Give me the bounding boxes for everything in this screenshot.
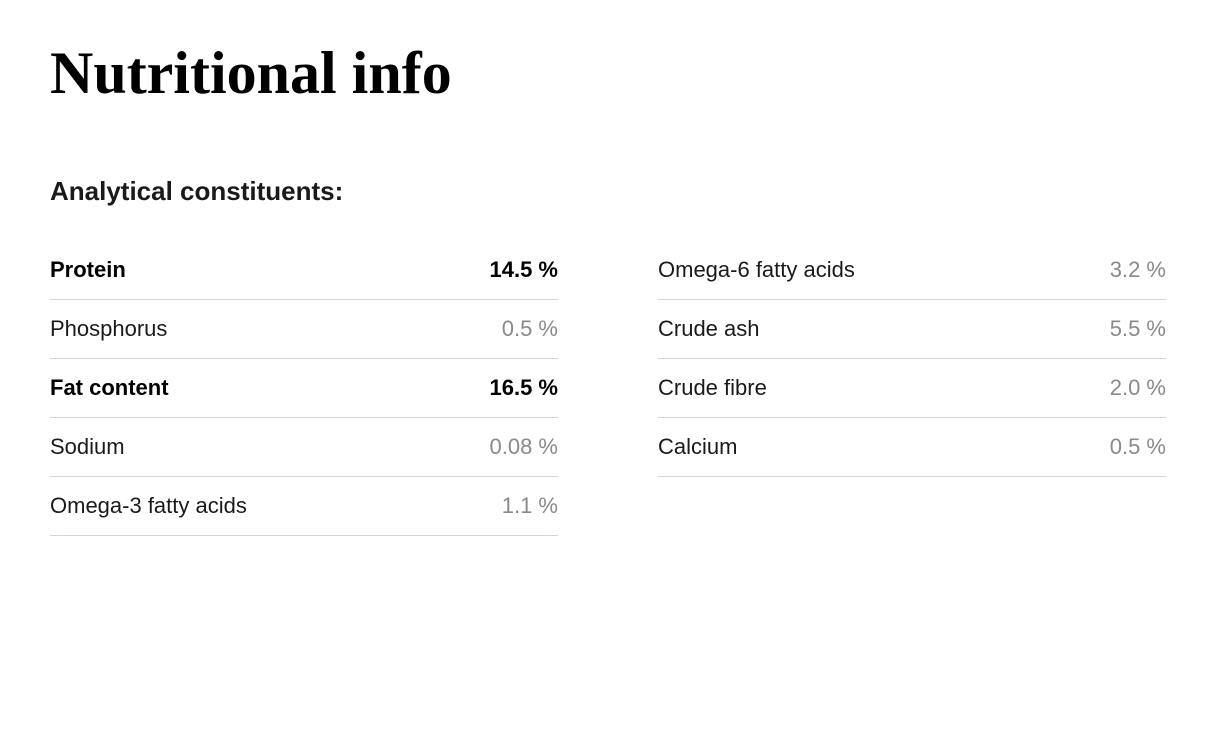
constituent-value: 0.08 %: [490, 434, 559, 460]
constituent-label: Calcium: [658, 434, 737, 460]
constituent-value: 1.1 %: [502, 493, 558, 519]
constituent-value: 2.0 %: [1110, 375, 1166, 401]
constituent-row: Protein 14.5 %: [50, 257, 558, 300]
constituents-columns: Protein 14.5 % Phosphorus 0.5 % Fat content 1…: [50, 257, 1166, 536]
section-subheading: Analytical constituents:: [50, 176, 1166, 207]
constituents-column-right: Omega-6 fatty acids3.2 %Crude ash5.5 %Cr…: [658, 257, 1166, 536]
constituent-label: Omega-3 fatty acids: [50, 493, 247, 519]
constituent-row: Crude ash 5.5 %: [658, 300, 1166, 359]
constituent-row: Omega-6 fatty acids 3.2 %: [658, 257, 1166, 300]
constituent-label: Omega-6 fatty acids: [658, 257, 855, 283]
constituent-row: Phosphorus 0.5 %: [50, 300, 558, 359]
constituent-row: Omega-3 fatty acids 1.1 %: [50, 477, 558, 536]
constituent-row: Calcium 0.5 %: [658, 418, 1166, 477]
constituents-column-left: Protein 14.5 % Phosphorus 0.5 % Fat content 1…: [50, 257, 558, 536]
constituent-row: Sodium 0.08 %: [50, 418, 558, 477]
constituent-label: Sodium: [50, 434, 125, 460]
constituent-label: Crude fibre: [658, 375, 767, 401]
constituent-label: Protein: [50, 257, 126, 283]
constituent-label: Phosphorus: [50, 316, 167, 342]
constituent-value: 3.2 %: [1110, 257, 1166, 283]
constituent-label: Fat content: [50, 375, 169, 401]
page-title: Nutritional info: [50, 40, 1166, 106]
constituent-row: Fat content 16.5 %: [50, 359, 558, 418]
constituent-value: 0.5 %: [502, 316, 558, 342]
constituent-value: 0.5 %: [1110, 434, 1166, 460]
constituent-value: 16.5 %: [490, 375, 559, 401]
constituent-value: 14.5 %: [490, 257, 559, 283]
constituent-row: Crude fibre 2.0 %: [658, 359, 1166, 418]
constituent-value: 5.5 %: [1110, 316, 1166, 342]
nutritional-info-page: Nutritional info Analytical constituents…: [0, 0, 1216, 576]
constituent-label: Crude ash: [658, 316, 760, 342]
